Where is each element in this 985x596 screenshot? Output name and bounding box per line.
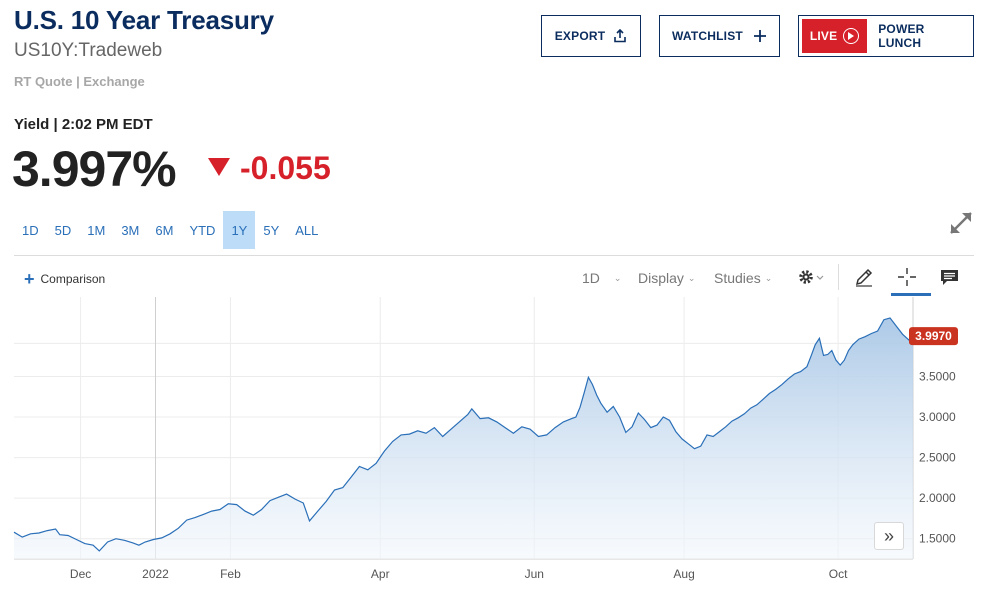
y-tick-label: 3.0000: [919, 410, 956, 424]
chevron-down-icon: ⌄: [613, 272, 622, 283]
page-title: U.S. 10 Year Treasury: [14, 5, 274, 35]
yield-timestamp: Yield | 2:02 PM EDT: [14, 116, 153, 133]
yield-chart[interactable]: Dec 2022 Feb Apr Jun Aug Oct 1.5000 2.0000 2.500…: [0, 297, 985, 587]
price-change: -0.055: [240, 150, 331, 186]
range-button-1d[interactable]: 1D: [22, 222, 39, 238]
live-show-label: POWER LUNCH: [878, 22, 925, 50]
y-tick-label: 2.0000: [919, 491, 956, 505]
export-label: EXPORT: [554, 29, 606, 43]
area-fill: [14, 318, 913, 559]
x-tick-label: 2022: [142, 567, 169, 581]
expand-icon[interactable]: [947, 209, 975, 237]
scroll-to-latest-button[interactable]: »: [874, 522, 904, 550]
comment-icon: [941, 270, 958, 285]
y-tick-label: 1.5000: [919, 532, 956, 546]
range-button-1y[interactable]: 1Y: [223, 211, 256, 249]
export-button[interactable]: EXPORT: [541, 15, 641, 57]
comparison-label: Comparison: [40, 272, 106, 286]
x-tick-label: Oct: [829, 567, 848, 581]
double-chevron-right-icon: »: [883, 525, 894, 546]
settings-button[interactable]: [797, 266, 827, 293]
x-tick-label: Jun: [525, 567, 544, 581]
interval-label: 1D: [582, 270, 600, 286]
price-value: 3.997%: [12, 141, 177, 197]
interval-dropdown[interactable]: 1D ⌄: [582, 270, 621, 286]
play-icon: [843, 28, 860, 44]
watchlist-label: WATCHLIST: [672, 29, 743, 43]
live-badge-label: LIVE: [809, 29, 838, 43]
down-arrow-icon: [208, 158, 230, 176]
x-tick-label: Apr: [371, 567, 390, 581]
range-button-3m[interactable]: 3M: [121, 222, 140, 238]
y-tick-label: 2.5000: [919, 451, 956, 465]
range-button-5d[interactable]: 5D: [54, 222, 72, 238]
live-power-lunch-button[interactable]: LIVE POWER LUNCH: [798, 15, 974, 57]
gear-icon: [799, 270, 824, 284]
draw-button[interactable]: [853, 266, 875, 293]
section-divider: [14, 255, 974, 256]
comparison-button[interactable]: + Comparison: [24, 269, 106, 289]
display-dropdown[interactable]: Display ⌄: [638, 270, 695, 286]
x-tick-label: Dec: [70, 567, 91, 581]
crosshair-icon: [898, 268, 916, 286]
quote-source: RT Quote | Exchange: [14, 74, 145, 89]
range-button-5y[interactable]: 5Y: [263, 222, 280, 238]
display-label: Display: [638, 270, 684, 286]
plus-icon: [753, 30, 766, 42]
share-icon: [614, 29, 627, 43]
comment-button[interactable]: [939, 266, 961, 293]
last-value-label: 3.9970: [915, 329, 952, 343]
plus-icon: +: [24, 269, 35, 289]
chevron-down-icon: ⌄: [687, 272, 696, 283]
crosshair-button[interactable]: [896, 266, 918, 293]
watchlist-button[interactable]: WATCHLIST: [659, 15, 780, 57]
pencil-icon: [855, 268, 873, 287]
range-button-ytd[interactable]: YTD: [189, 222, 216, 238]
studies-label: Studies: [714, 270, 761, 286]
range-button-1m[interactable]: 1M: [87, 222, 106, 238]
symbol-label: US10Y:Tradeweb: [14, 40, 163, 61]
active-tool-indicator: [891, 293, 931, 296]
toolbar-divider: [838, 264, 839, 290]
x-tick-label: Aug: [673, 567, 694, 581]
live-badge: LIVE: [802, 19, 868, 53]
y-tick-label: 3.5000: [919, 369, 956, 383]
studies-dropdown[interactable]: Studies ⌄: [714, 270, 772, 286]
x-tick-label: Feb: [220, 567, 241, 581]
range-button-6m[interactable]: 6M: [155, 222, 174, 238]
range-selector: 1D 5D 1M 3M 6M YTD 1Y 5Y ALL: [14, 211, 326, 249]
last-value-badge: [909, 327, 958, 346]
range-button-all[interactable]: ALL: [295, 222, 319, 238]
series-line: [13, 317, 914, 552]
chevron-down-icon: ⌄: [764, 272, 773, 283]
